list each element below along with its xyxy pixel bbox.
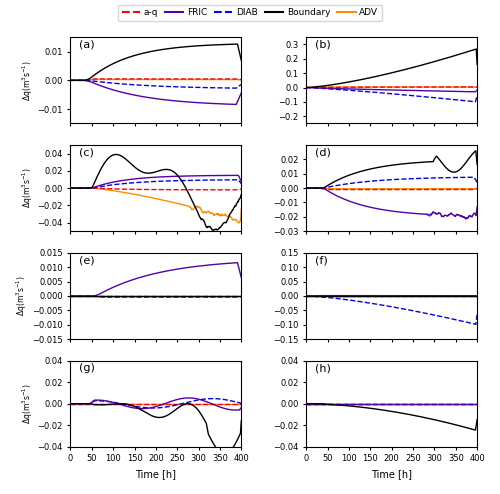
Text: (g): (g) — [79, 363, 95, 373]
X-axis label: Time [h]: Time [h] — [136, 469, 176, 479]
Text: (h): (h) — [315, 363, 330, 373]
Legend: a-q, FRIC, DIAB, Boundary, ADV: a-q, FRIC, DIAB, Boundary, ADV — [118, 4, 382, 21]
Text: (c): (c) — [79, 148, 94, 158]
Text: (b): (b) — [315, 40, 330, 50]
Text: (a): (a) — [79, 40, 94, 50]
Y-axis label: $\Delta$q(m$^3$s$^{-1}$): $\Delta$q(m$^3$s$^{-1}$) — [20, 168, 34, 208]
Y-axis label: $\Delta$q(m$^3$s$^{-1}$): $\Delta$q(m$^3$s$^{-1}$) — [15, 276, 30, 316]
Y-axis label: $\Delta$q(m$^3$s$^{-1}$): $\Delta$q(m$^3$s$^{-1}$) — [20, 383, 34, 424]
Text: (e): (e) — [79, 255, 94, 265]
Text: (f): (f) — [315, 255, 328, 265]
Y-axis label: $\Delta$q(m$^3$s$^{-1}$): $\Delta$q(m$^3$s$^{-1}$) — [20, 60, 34, 101]
Text: (d): (d) — [315, 148, 330, 158]
X-axis label: Time [h]: Time [h] — [371, 469, 412, 479]
